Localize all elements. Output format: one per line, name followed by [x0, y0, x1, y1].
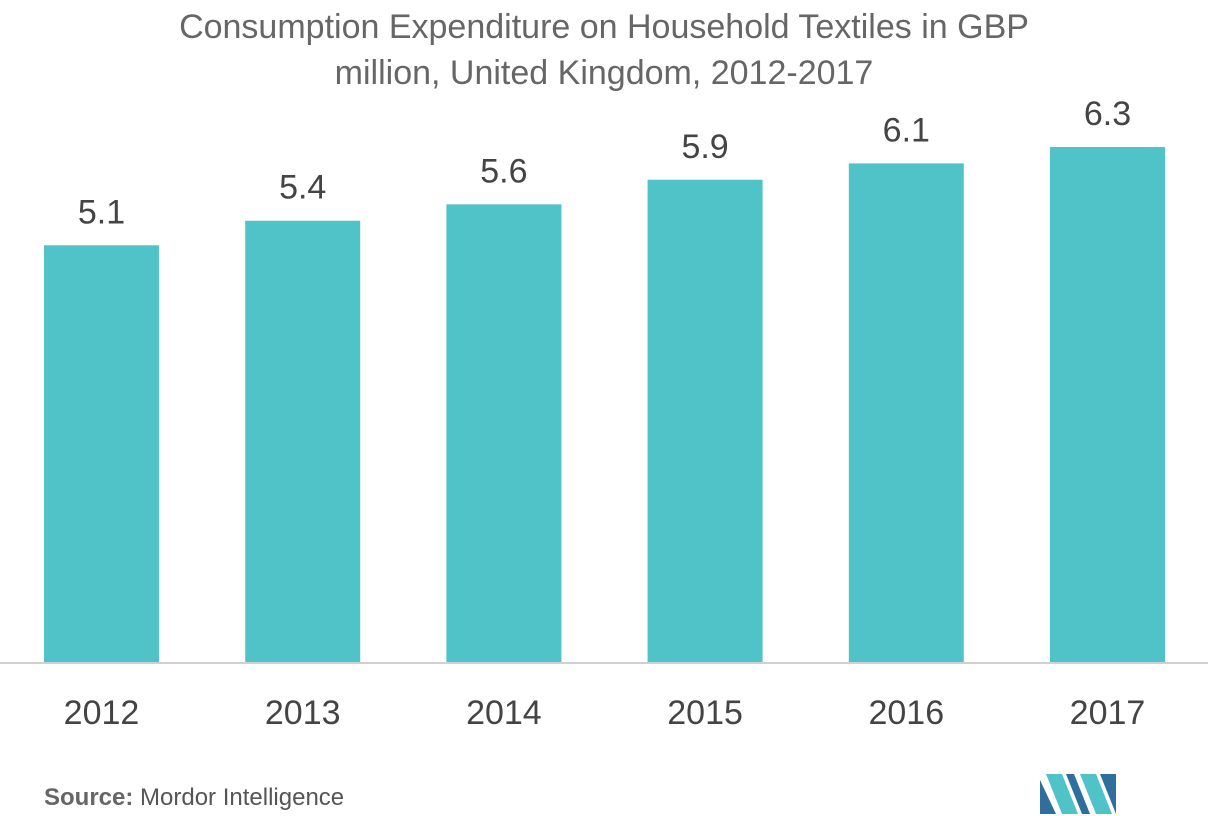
bar-2013 [245, 220, 361, 663]
chart-title-line-2: million, United Kingdom, 2012-2017 [334, 54, 874, 92]
bar-chart: 5.15.4 5.65.9 6.1 6.3 2012 2013 2014 2015 2016 2… [0, 95, 1208, 732]
bar-value-label-2016: 6.1 [883, 111, 930, 149]
x-tick-label-2016: 2016 [868, 694, 944, 732]
bar-2014 [446, 204, 562, 664]
bar-2012 [44, 245, 159, 664]
bar-value-label-2015: 5.9 [681, 128, 728, 166]
bar-value-label-2017: 6.3 [1084, 95, 1131, 133]
bar-2015 [647, 179, 763, 663]
x-tick-label-2017: 2017 [1070, 694, 1146, 732]
bar-2017 [1050, 147, 1165, 663]
bars-group: 5.1 5.4 5.6 5.9 6.1 6.3 [44, 95, 1165, 664]
source-note: Source: Mordor Intelligence [44, 784, 344, 812]
x-tick-label-2015: 2015 [667, 694, 743, 732]
bar-value-label-2014: 5.6 [480, 152, 527, 190]
x-tick-labels: 2012 2013 2014 2015 2016 2017 [64, 694, 1146, 732]
x-tick-label-2014: 2014 [466, 694, 542, 732]
source-text: Mordor Intelligence [140, 784, 345, 811]
chart-title-line-1: Consumption Expenditure on Household Tex… [179, 8, 1029, 46]
x-tick-label-2013: 2013 [265, 694, 341, 732]
chart-title: Consumption Expenditure on Household Tex… [0, 4, 1208, 96]
mordor-intelligence-logo-icon [1040, 774, 1116, 814]
bar-value-label-2012: 5.1 [78, 193, 125, 231]
bar-value-label-2013: 5.4 [279, 169, 326, 207]
bar-2016 [848, 163, 964, 663]
x-tick-label-2012: 2012 [64, 694, 140, 732]
source-label: Source: [44, 784, 134, 811]
